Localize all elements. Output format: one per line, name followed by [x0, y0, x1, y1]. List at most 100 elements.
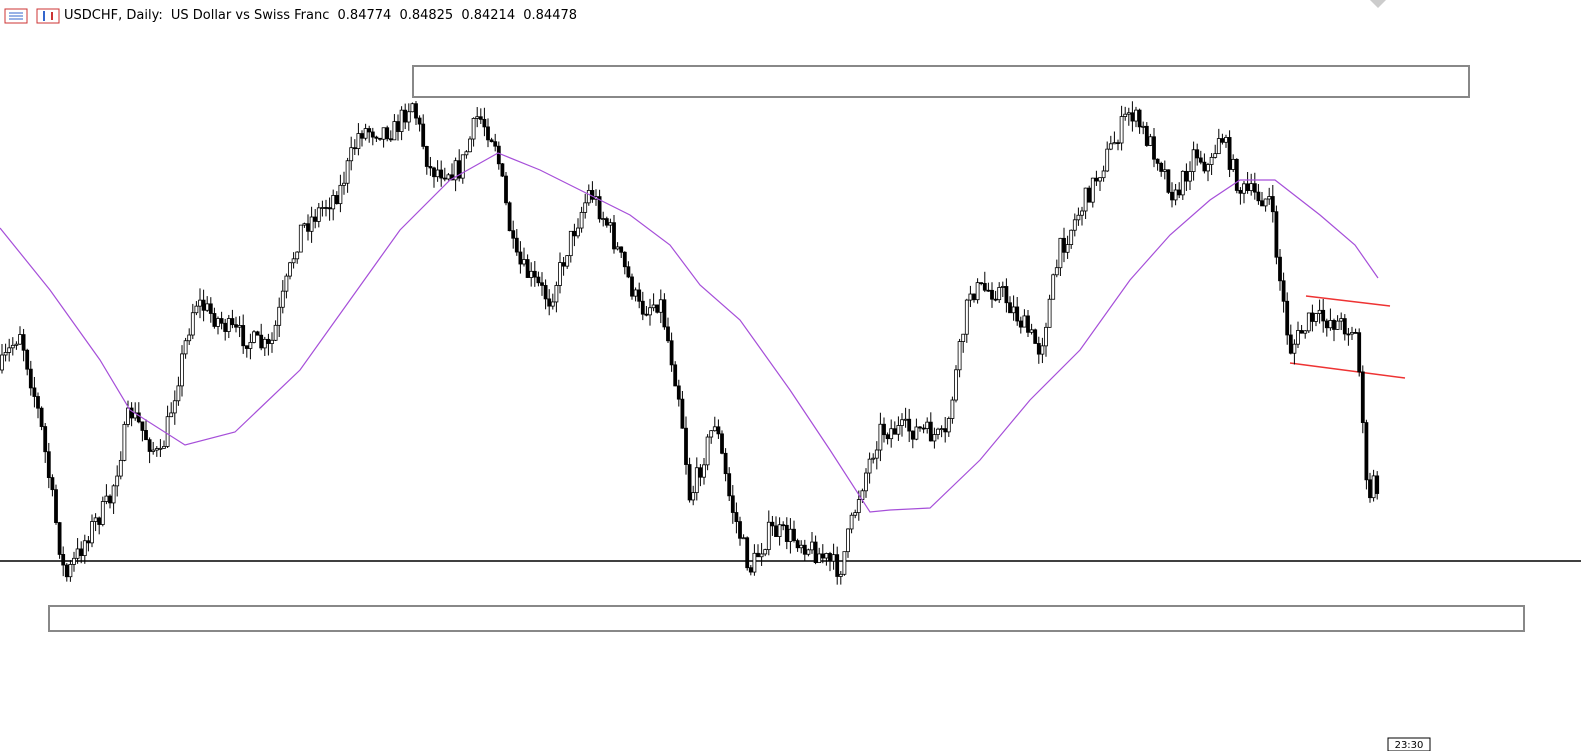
candle-body — [28, 368, 33, 389]
candle-body — [61, 554, 66, 566]
candle-body — [406, 111, 411, 123]
candle-body — [918, 426, 922, 429]
candle-body — [936, 428, 940, 435]
candle-body — [295, 251, 300, 260]
candle-body — [500, 163, 505, 177]
candle-body — [597, 196, 602, 220]
candle-body — [1004, 286, 1009, 304]
candle-body — [601, 218, 606, 221]
candle-body — [277, 306, 282, 326]
candle-body — [680, 398, 685, 429]
candle-body — [630, 276, 634, 297]
candle-body — [810, 541, 814, 551]
candle-body — [151, 449, 156, 452]
candle-body — [626, 266, 631, 278]
candle-body — [291, 258, 296, 264]
time-box — [1387, 737, 1431, 751]
candle-body — [306, 223, 310, 232]
candle-body — [352, 147, 357, 150]
candle-body — [954, 369, 958, 401]
candle-body — [1130, 112, 1135, 122]
candle-body — [464, 151, 469, 156]
candle-body — [1224, 137, 1228, 143]
candle-body — [1360, 371, 1365, 423]
candle-body — [234, 324, 238, 328]
candle-body — [1090, 177, 1095, 203]
candle-body — [900, 419, 904, 426]
candle-body — [367, 128, 372, 133]
candle-body — [1368, 479, 1372, 499]
candle-body — [608, 222, 613, 226]
candle-body — [1299, 330, 1304, 334]
candle-body — [723, 452, 728, 475]
candle-body — [1292, 343, 1297, 354]
candles — [0, 101, 1380, 585]
candle-body — [273, 324, 278, 341]
candle-body — [856, 499, 861, 513]
candle-body — [64, 564, 69, 578]
chart-header: USDCHF, Daily: US Dollar vs Swiss Franc … — [64, 8, 581, 23]
candle-body — [504, 175, 508, 204]
candle-body — [1155, 158, 1160, 164]
candle-body — [183, 340, 188, 355]
candle-body — [493, 141, 498, 147]
ohlc-close: 0.84478 — [523, 8, 578, 23]
candle-body — [14, 343, 19, 346]
candle-body — [864, 472, 868, 492]
candle-body — [1083, 187, 1088, 212]
chart-icon[interactable] — [36, 8, 60, 24]
candle-body — [1249, 183, 1254, 191]
candle-body — [939, 428, 944, 431]
candle-body — [97, 517, 102, 525]
candle-body — [1339, 318, 1344, 322]
candle-body — [874, 449, 879, 459]
candle-body — [846, 528, 850, 553]
candle-body — [129, 407, 134, 419]
candle-body — [583, 202, 588, 213]
candle-body — [18, 334, 22, 345]
candle-body — [370, 131, 375, 138]
candle-body — [691, 492, 696, 501]
candle-body — [212, 313, 217, 327]
candle-body — [1033, 329, 1038, 344]
candle-body — [1134, 109, 1138, 122]
candle-body — [511, 230, 516, 239]
candle-body — [1152, 136, 1156, 160]
candle-body — [1342, 318, 1347, 335]
candle-body — [1357, 332, 1362, 373]
candle-body — [280, 290, 285, 308]
candle-body — [730, 495, 735, 513]
candle-body — [417, 117, 422, 125]
candle-body — [331, 195, 336, 210]
candle-body — [1353, 332, 1358, 334]
candle-body — [1000, 286, 1005, 288]
candle-body — [968, 293, 973, 301]
candle-body — [237, 325, 242, 328]
candle-body — [1364, 422, 1369, 481]
candle-body — [309, 216, 314, 232]
candle-body — [885, 434, 890, 440]
candle-body — [108, 495, 112, 504]
ohlc-low: 0.84214 — [461, 8, 516, 23]
candle-body — [1213, 153, 1218, 158]
candle-body — [162, 446, 166, 449]
candle-body — [198, 299, 202, 307]
candle-body — [482, 118, 487, 128]
candle-body — [1281, 280, 1286, 302]
candle-body — [1170, 191, 1174, 201]
candle-body — [554, 285, 559, 303]
candle-body — [1015, 306, 1020, 322]
candle-body — [813, 541, 818, 564]
candle-body — [784, 524, 789, 542]
candle-body — [1274, 211, 1279, 258]
candle-body — [1317, 309, 1322, 314]
candle-body — [756, 552, 760, 558]
candle-body — [468, 138, 472, 153]
candle-body — [921, 427, 926, 430]
candle-body — [421, 123, 426, 147]
candle-body — [226, 318, 231, 332]
candle-body — [169, 412, 174, 418]
candle-body — [252, 331, 256, 343]
candle-body — [871, 457, 876, 460]
